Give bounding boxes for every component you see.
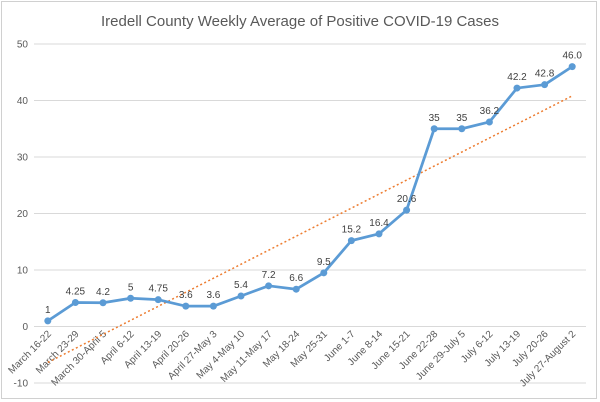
trendline [47,95,573,364]
data-label: 6.6 [289,273,303,284]
y-axis-ticks: -10 0 10 20 30 40 50 [14,40,29,390]
data-label: 35 [429,113,441,124]
chart-title: Iredell County Weekly Average of Positiv… [101,13,499,30]
data-point [127,294,135,302]
data-point [99,299,107,307]
y-tick-label: 40 [17,96,29,107]
data-label: 3.6 [206,290,220,301]
data-label: 36.2 [480,106,500,117]
y-tick-label: -10 [14,379,29,390]
y-tick-label: 30 [17,153,29,164]
data-point [541,81,549,89]
y-tick-label: 0 [22,322,28,333]
trendline-group [47,95,573,364]
data-point [375,230,383,238]
data-point [458,125,466,133]
data-point [292,285,300,293]
data-point [513,84,521,92]
data-label: 15.2 [342,225,362,236]
series-group [44,63,576,325]
data-label: 42.8 [535,69,555,80]
data-point [44,317,52,325]
y-tick-label: 10 [17,266,29,277]
data-label: 20.6 [397,194,417,205]
data-point [182,302,190,310]
data-label: 1 [45,305,51,316]
data-label: 3.6 [179,290,193,301]
data-label: 4.75 [148,284,168,295]
series-line [47,65,573,322]
data-label: 4.25 [66,286,86,297]
y-tick-label: 50 [17,40,29,51]
data-label: 16.4 [369,218,389,229]
data-label: 42.2 [507,72,527,83]
data-label: 5.4 [234,280,248,291]
data-point [485,118,493,126]
data-point [347,237,355,245]
data-point [265,282,273,290]
data-labels: 14.25 4.2 5 4.753.6 3.65.47.2 6.69.515.216.42… [45,51,582,316]
data-point [403,206,411,214]
gridlines [34,43,586,384]
data-point [237,292,245,300]
y-tick-label: 20 [17,209,29,220]
data-label: 9.5 [317,257,331,268]
data-label: 46.0 [562,51,582,62]
data-point [71,298,79,306]
data-point [320,269,328,277]
data-label: 5 [128,282,134,293]
data-point [568,63,576,71]
data-point [430,125,438,133]
data-label: 4.2 [96,287,110,298]
data-label: 35 [456,113,468,124]
data-label: 7.2 [262,270,276,281]
data-point [154,296,162,304]
data-point [209,302,217,310]
